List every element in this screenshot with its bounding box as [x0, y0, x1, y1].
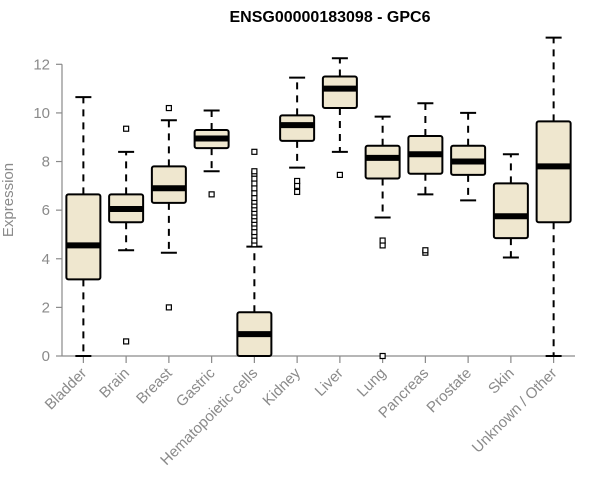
outlier-point — [251, 180, 258, 187]
box-body — [65, 193, 102, 281]
box-body — [150, 165, 187, 204]
box-group — [150, 104, 187, 311]
outlier-point — [208, 191, 215, 198]
y-tick-label: 10 — [33, 105, 50, 122]
chart-title: ENSG00000183098 - GPC6 — [229, 9, 430, 26]
y-tick-label: 0 — [42, 348, 50, 365]
x-tick-label: Prostate — [423, 365, 475, 417]
x-tick-label: Skin — [485, 365, 518, 398]
outlier-point — [294, 188, 301, 196]
box-group — [279, 76, 316, 196]
outlier-point — [165, 304, 172, 311]
box-group — [364, 115, 401, 360]
outlier-point — [165, 104, 172, 112]
box-group — [492, 153, 529, 259]
x-tick-label: Brain — [96, 365, 133, 402]
outlier-point — [251, 228, 258, 236]
x-tick-label: Breast — [133, 364, 176, 407]
x-tick-label: Kidney — [259, 364, 304, 409]
box-body — [364, 144, 401, 180]
outlier-point — [379, 237, 386, 244]
box-group — [450, 111, 487, 202]
box-group — [65, 96, 102, 357]
outlier-point — [294, 182, 301, 189]
outlier-point — [251, 175, 258, 182]
x-tick-label: Bladder — [42, 365, 91, 414]
y-tick-label: 2 — [42, 299, 50, 316]
outlier-point — [422, 247, 429, 254]
y-tick-label: 8 — [42, 154, 50, 171]
outlier-point — [251, 168, 258, 175]
x-tick-label: Liver — [312, 365, 347, 400]
outlier-point — [379, 352, 386, 360]
outlier-point — [294, 177, 301, 185]
y-tick-label: 6 — [42, 202, 50, 219]
outlier-point — [123, 125, 130, 132]
outlier-point — [336, 171, 343, 179]
outlier-point — [251, 194, 258, 202]
y-axis-label: Expression — [0, 163, 17, 237]
box-body — [535, 120, 572, 224]
y-tick-label: 4 — [42, 251, 50, 268]
x-tick-label: Lung — [354, 365, 390, 401]
box-group — [108, 125, 145, 345]
box-body — [492, 182, 529, 240]
box-group — [535, 36, 572, 357]
box-group — [193, 109, 230, 198]
box-body — [279, 114, 316, 142]
outlier-point — [251, 148, 258, 155]
box-body — [321, 75, 358, 110]
box-group — [407, 102, 444, 256]
outlier-point — [379, 242, 386, 249]
outlier-point — [251, 237, 258, 244]
y-tick-label: 12 — [33, 56, 50, 73]
box-group — [236, 148, 273, 357]
outlier-point — [123, 338, 130, 345]
box-group — [321, 57, 358, 179]
outlier-point — [251, 190, 258, 197]
outlier-point — [251, 185, 258, 192]
